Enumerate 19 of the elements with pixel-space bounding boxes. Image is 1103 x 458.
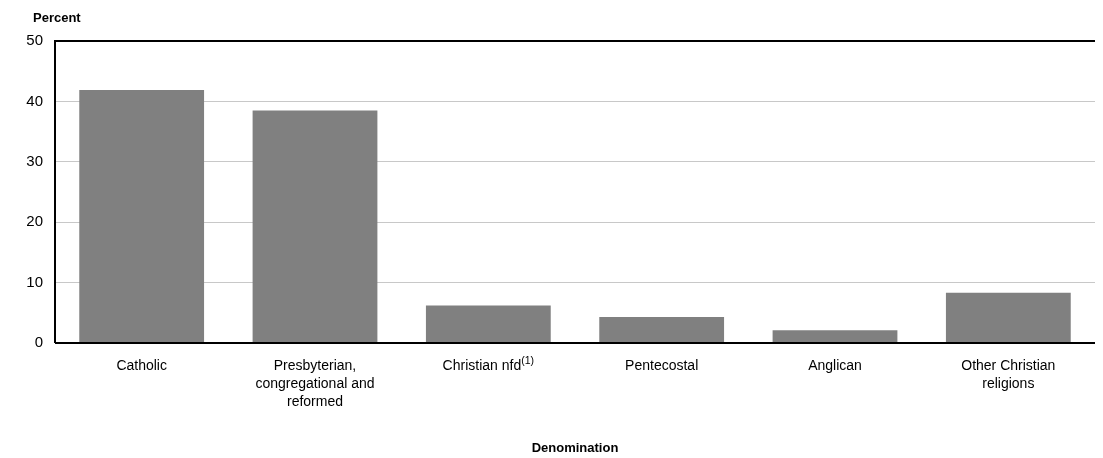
y-tick-label: 30 <box>26 151 43 169</box>
x-axis-title: Denomination <box>531 440 619 455</box>
x-tick-label: Presbyterian, congregational and reformed <box>255 357 375 409</box>
bar <box>772 330 898 343</box>
y-tick-label: 10 <box>26 272 43 290</box>
bar <box>425 305 551 343</box>
y-tick-label: 40 <box>26 91 43 109</box>
y-tick-label: 20 <box>26 212 43 230</box>
x-tick-label: Pentecostal <box>625 357 699 373</box>
y-tick-label: 0 <box>34 333 43 351</box>
bar <box>599 317 725 343</box>
x-tick-label: Catholic <box>116 357 167 373</box>
x-tick-label: Other Christian religions <box>961 357 1056 391</box>
bar <box>252 110 378 343</box>
y-axis-title: Percent <box>33 10 82 25</box>
y-tick-label: 50 <box>26 31 43 49</box>
bar <box>945 292 1071 343</box>
bar <box>79 89 205 343</box>
x-tick-label: Anglican <box>808 357 862 373</box>
